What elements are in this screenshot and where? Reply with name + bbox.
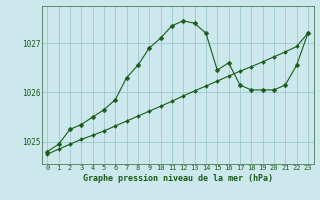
X-axis label: Graphe pression niveau de la mer (hPa): Graphe pression niveau de la mer (hPa) bbox=[83, 174, 273, 183]
